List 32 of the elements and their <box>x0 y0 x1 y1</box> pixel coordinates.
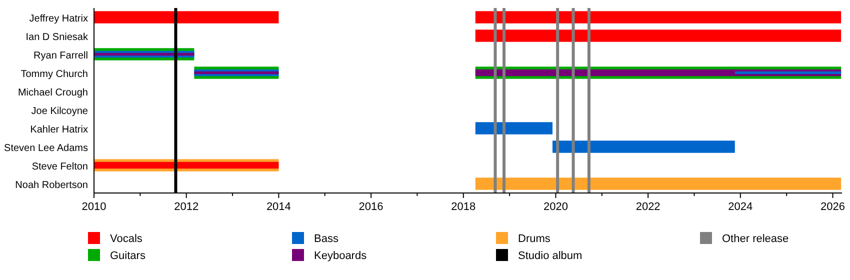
y-tick-label: Michael Crough <box>18 87 88 98</box>
legend-label: Bass <box>314 233 339 245</box>
y-tick-label: Steve Felton <box>32 161 88 172</box>
x-tick-label: 2010 <box>82 201 106 213</box>
bar <box>94 162 279 169</box>
bar <box>475 30 842 42</box>
x-tick-label: 2014 <box>266 201 291 213</box>
y-tick-label: Ian D Sniesak <box>26 32 89 43</box>
bar <box>475 178 842 190</box>
x-tick-label: 2024 <box>728 201 753 213</box>
x-tick-label: 2020 <box>543 201 568 213</box>
x-tick-label: 2022 <box>636 201 660 213</box>
legend-label: Other release <box>722 233 789 245</box>
y-tick-label: Tommy Church <box>20 68 88 80</box>
y-tick-label: Noah Robertson <box>15 180 88 191</box>
legend-label: Drums <box>518 233 551 245</box>
y-tick-label: Joe Kilcoyne <box>31 106 88 117</box>
legend-label: Keyboards <box>314 250 368 262</box>
bar <box>734 71 842 74</box>
bar <box>475 11 842 24</box>
bar <box>94 11 279 24</box>
x-tick-label: 2018 <box>451 201 476 213</box>
legend-label: Vocals <box>110 233 143 245</box>
x-tick-label: 2012 <box>174 201 199 213</box>
y-tick-label: Ryan Farrell <box>34 50 88 62</box>
y-tick-label: Jeffrey Hatrix <box>29 13 88 24</box>
x-tick-label: 2026 <box>820 201 846 213</box>
x-tick-label: 2016 <box>358 201 384 213</box>
legend-label: Guitars <box>110 250 146 262</box>
y-tick-label: Steven Lee Adams <box>4 142 88 154</box>
y-tick-label: Kahler Hatrix <box>30 124 88 136</box>
legend-label: Studio album <box>518 250 582 262</box>
